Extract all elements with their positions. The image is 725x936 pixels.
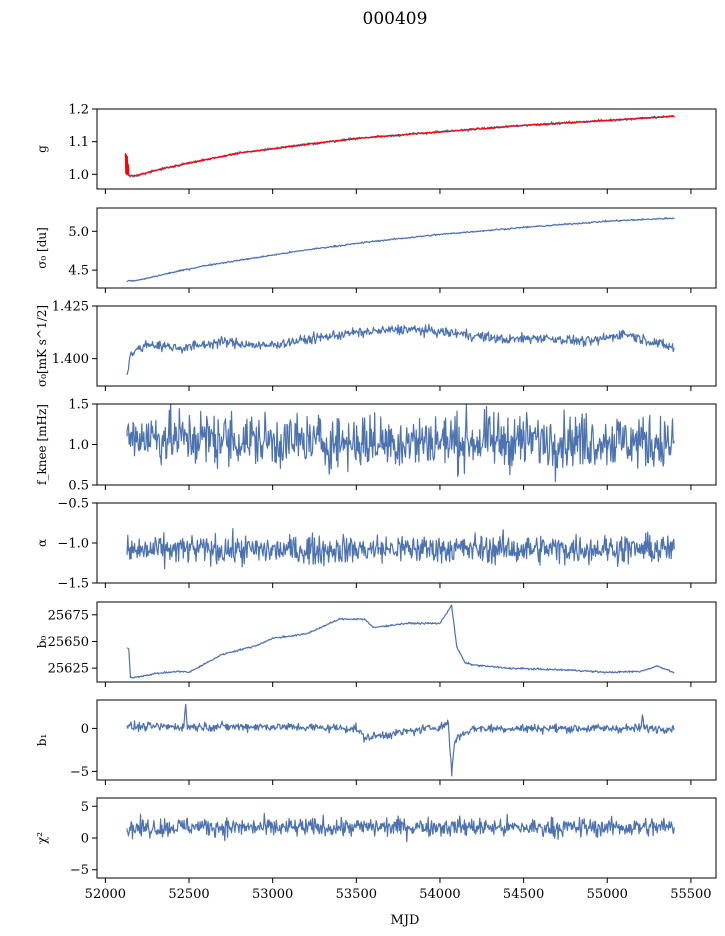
y-tick-label: −0.5	[57, 497, 89, 512]
series-line-5-1	[126, 528, 675, 570]
y-tick-label: −1.5	[57, 577, 89, 592]
y-tick-label: 1.0	[68, 168, 89, 183]
x-axis-label: MJD	[391, 913, 420, 928]
x-tick-label: 52500	[168, 887, 209, 902]
y-axis-label: b₀	[35, 636, 49, 649]
y-tick-label: 0	[81, 832, 89, 847]
y-tick-label: 1.0	[68, 438, 89, 453]
y-tick-label: 1.5	[68, 398, 89, 413]
panel-5: −1.5 −1.0 −0.5 α	[35, 497, 717, 592]
panel-2: 4.5 5.0 σ₀ [du]	[35, 207, 717, 293]
plot-frame	[96, 699, 717, 781]
x-tick-label: 54000	[419, 887, 460, 902]
panel-6: 25625 25650 25675 b₀	[35, 601, 717, 687]
x-tick-label: 55000	[587, 887, 628, 902]
series-line-4-1	[126, 404, 675, 483]
series-line-6-1	[126, 604, 675, 679]
y-tick-label: 1.425	[52, 300, 89, 315]
x-tick-label: 53000	[252, 887, 293, 902]
y-axis-label: α	[35, 539, 49, 547]
plot-frame	[96, 207, 717, 289]
y-tick-label: −5	[70, 765, 89, 780]
panel-4: 0.5 1.0 1.5 f_knee [mHz]	[35, 398, 717, 494]
x-tick-label: 55500	[670, 887, 711, 902]
y-tick-label: 1.2	[68, 103, 89, 118]
y-axis-label: g	[35, 145, 49, 153]
plot-frame	[96, 305, 717, 387]
panel-1: 1.0 1.1 1.2 g	[35, 103, 717, 194]
y-axis-label: σ₀ [du]	[35, 227, 49, 269]
y-tick-label: 5	[81, 800, 89, 815]
y-tick-label: 25675	[48, 608, 89, 623]
y-axis-label: f_knee [mHz]	[35, 404, 49, 485]
plot-frame	[96, 502, 717, 584]
series-line-1-1	[124, 114, 675, 178]
series-line-8-1	[126, 812, 675, 843]
y-axis-label: σ₀[mK s^1/2]	[35, 305, 49, 387]
series-line-2-1	[126, 217, 675, 282]
series-line-7-1	[126, 703, 675, 777]
panel-8: −5 0 5 χ²	[35, 797, 717, 883]
x-tick-label: 54500	[503, 887, 544, 902]
y-tick-label: 1.400	[52, 352, 89, 367]
y-tick-label: 0	[81, 722, 89, 737]
y-tick-label: −1.0	[57, 537, 89, 552]
series-line-1-2	[124, 115, 675, 177]
y-tick-label: −5	[70, 863, 89, 878]
y-tick-label: 0.5	[68, 479, 89, 494]
plot-frame	[96, 108, 717, 190]
plot-frame	[96, 601, 717, 683]
y-tick-label: 25625	[48, 662, 89, 677]
shared-x-axis: 52000 52500 53000 53500 54000 54500 55000 55500	[85, 887, 712, 902]
series-line-3-1	[126, 323, 675, 376]
y-axis-label: b₁	[35, 734, 49, 747]
figure-title: 000409	[363, 9, 428, 29]
y-tick-label: 4.5	[68, 264, 89, 279]
panel-7: −5 0 b₁	[35, 699, 717, 785]
y-tick-label: 5.0	[68, 225, 89, 240]
y-tick-label: 1.1	[68, 135, 89, 150]
y-tick-label: 25650	[48, 635, 89, 650]
x-tick-label: 53500	[336, 887, 377, 902]
y-axis-label: χ²	[35, 832, 49, 844]
x-tick-label: 52000	[85, 887, 126, 902]
